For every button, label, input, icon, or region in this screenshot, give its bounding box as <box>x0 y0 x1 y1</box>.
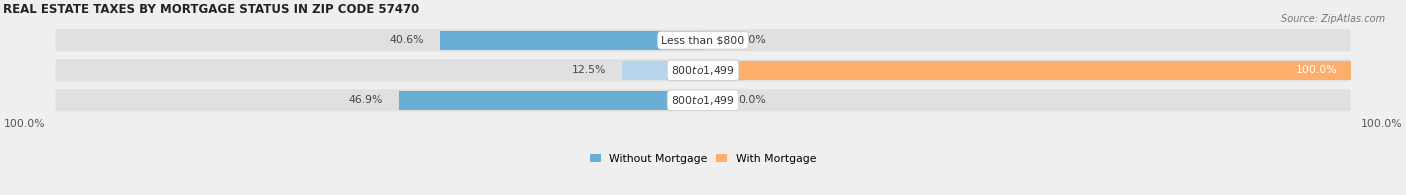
Text: 12.5%: 12.5% <box>571 65 606 75</box>
Text: $800 to $1,499: $800 to $1,499 <box>671 64 735 77</box>
Text: 0.0%: 0.0% <box>738 35 766 45</box>
FancyBboxPatch shape <box>55 29 1351 51</box>
FancyBboxPatch shape <box>55 59 1351 82</box>
Text: 100.0%: 100.0% <box>1361 119 1403 129</box>
Text: $800 to $1,499: $800 to $1,499 <box>671 94 735 107</box>
Text: Source: ZipAtlas.com: Source: ZipAtlas.com <box>1281 14 1385 24</box>
Text: 40.6%: 40.6% <box>389 35 423 45</box>
Bar <box>703 91 725 110</box>
Legend: Without Mortgage, With Mortgage: Without Mortgage, With Mortgage <box>589 154 817 164</box>
Text: 100.0%: 100.0% <box>1296 65 1337 75</box>
Text: Less than $800: Less than $800 <box>661 35 745 45</box>
Text: REAL ESTATE TAXES BY MORTGAGE STATUS IN ZIP CODE 57470: REAL ESTATE TAXES BY MORTGAGE STATUS IN … <box>3 4 420 16</box>
Text: 46.9%: 46.9% <box>349 95 382 105</box>
Bar <box>703 31 725 50</box>
Bar <box>440 31 703 50</box>
FancyBboxPatch shape <box>55 89 1351 111</box>
Text: 100.0%: 100.0% <box>3 119 45 129</box>
Text: 0.0%: 0.0% <box>738 95 766 105</box>
Bar <box>703 61 1351 80</box>
Bar <box>399 91 703 110</box>
Bar <box>621 61 703 80</box>
